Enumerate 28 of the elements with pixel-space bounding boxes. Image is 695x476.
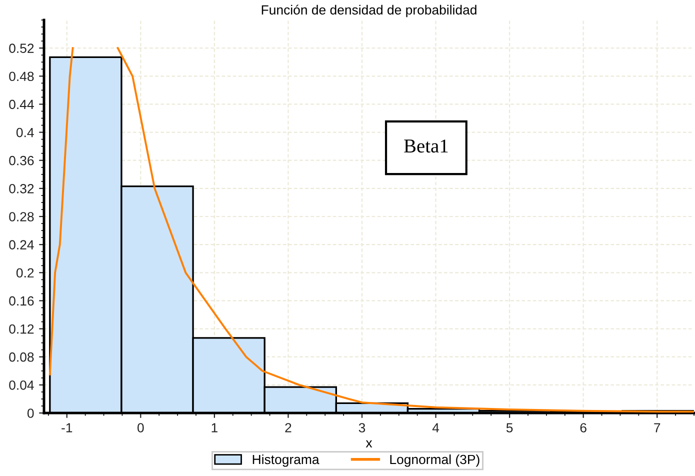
y-tick-label: 0.12 (9, 324, 34, 334)
x-tick-label: 2 (285, 423, 292, 432)
legend-label: Histograma (252, 454, 320, 467)
y-tick-label: 0.24 (9, 240, 34, 250)
chart-title: Función de densidad de probabilidad (262, 4, 476, 18)
y-tick-label: 0 (27, 408, 34, 418)
y-tick-label: 0.4 (16, 128, 34, 138)
x-axis-title: x (366, 440, 372, 448)
y-tick-label: 0.36 (9, 156, 34, 166)
y-tick-label: 0.32 (9, 184, 34, 194)
annotation: Beta1 (404, 140, 448, 153)
x-tick-label: 3 (358, 423, 366, 432)
x-tick-label: 1 (212, 423, 218, 432)
y-tick-label: 0.52 (9, 44, 34, 53)
x-tick-label: 7 (654, 423, 660, 432)
y-tick-label: 0.04 (9, 380, 34, 390)
y-tick-label: 0.44 (9, 100, 34, 110)
x-tick-label: 4 (432, 423, 440, 432)
y-tick-label: 0.2 (16, 268, 34, 278)
y-tick-label: 0.08 (9, 352, 34, 362)
x-tick-label: 5 (506, 423, 513, 432)
y-tick-label: 0.48 (9, 72, 34, 82)
legend-label: Lognormal (3P) (390, 454, 480, 467)
y-tick-label: 0.16 (9, 296, 34, 306)
x-tick-label: 6 (580, 423, 586, 432)
x-tick-label: 0 (138, 423, 144, 432)
y-tick-label: 0.28 (9, 212, 34, 222)
x-tick-label: -1 (62, 423, 72, 432)
